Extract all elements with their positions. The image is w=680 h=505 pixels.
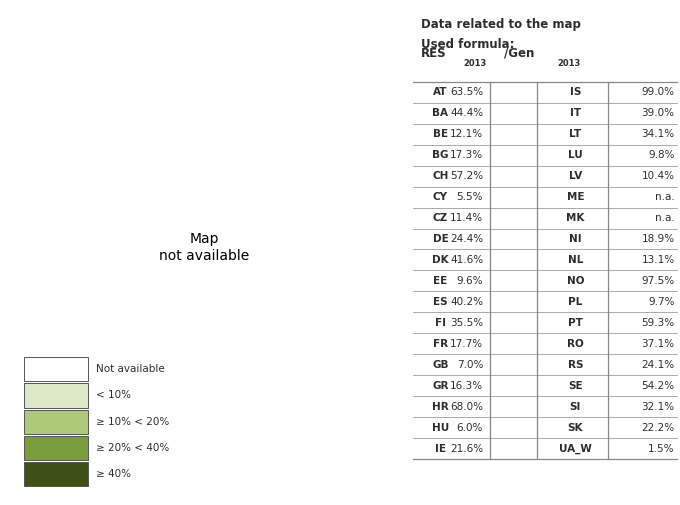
Text: HU: HU [432, 423, 449, 433]
Text: n.a.: n.a. [655, 192, 675, 202]
Text: 24.1%: 24.1% [641, 360, 675, 370]
Text: IE: IE [435, 443, 446, 453]
Text: NI: NI [569, 234, 581, 244]
Text: SK: SK [568, 423, 583, 433]
Text: 18.9%: 18.9% [641, 234, 675, 244]
Text: GB: GB [432, 360, 449, 370]
Text: 32.1%: 32.1% [641, 401, 675, 412]
Text: LT: LT [569, 129, 581, 139]
Text: UA_W: UA_W [559, 443, 592, 453]
Text: 10.4%: 10.4% [641, 171, 675, 181]
Text: 97.5%: 97.5% [641, 276, 675, 286]
Text: HR: HR [432, 401, 449, 412]
Text: BG: BG [432, 150, 449, 160]
Text: 39.0%: 39.0% [641, 108, 675, 118]
Text: 17.7%: 17.7% [450, 339, 483, 349]
Text: 7.0%: 7.0% [457, 360, 483, 370]
Text: RS: RS [568, 360, 583, 370]
Text: 9.8%: 9.8% [648, 150, 675, 160]
Text: PT: PT [568, 318, 583, 328]
Text: 54.2%: 54.2% [641, 381, 675, 391]
Text: BA: BA [432, 108, 448, 118]
Text: BE: BE [433, 129, 448, 139]
Text: 12.1%: 12.1% [450, 129, 483, 139]
Text: NL: NL [568, 255, 583, 265]
Text: 22.2%: 22.2% [641, 423, 675, 433]
Text: ≥ 20% < 40%: ≥ 20% < 40% [96, 443, 169, 453]
Text: 21.6%: 21.6% [450, 443, 483, 453]
Text: 13.1%: 13.1% [641, 255, 675, 265]
Text: SE: SE [568, 381, 583, 391]
Text: 2013: 2013 [464, 59, 487, 68]
Text: 9.7%: 9.7% [648, 297, 675, 307]
Text: 68.0%: 68.0% [450, 401, 483, 412]
Text: LU: LU [568, 150, 583, 160]
Text: MK: MK [566, 213, 585, 223]
Text: 44.4%: 44.4% [450, 108, 483, 118]
Text: DK: DK [432, 255, 449, 265]
Text: IT: IT [570, 108, 581, 118]
Text: ≥ 10% < 20%: ≥ 10% < 20% [96, 417, 169, 427]
Text: 2013: 2013 [558, 59, 581, 68]
Text: 41.6%: 41.6% [450, 255, 483, 265]
Text: 1.5%: 1.5% [648, 443, 675, 453]
Text: 9.6%: 9.6% [456, 276, 483, 286]
Text: IS: IS [570, 87, 581, 97]
Text: 34.1%: 34.1% [641, 129, 675, 139]
Text: ≥ 40%: ≥ 40% [96, 469, 131, 479]
Text: CZ: CZ [432, 213, 448, 223]
Text: 63.5%: 63.5% [450, 87, 483, 97]
Text: FR: FR [433, 339, 448, 349]
Bar [24, 462, 88, 486]
Text: AT: AT [433, 87, 447, 97]
Text: ME: ME [566, 192, 584, 202]
Text: 16.3%: 16.3% [450, 381, 483, 391]
Text: < 10%: < 10% [96, 390, 131, 400]
Text: 57.2%: 57.2% [450, 171, 483, 181]
Text: Map
not available: Map not available [159, 232, 249, 263]
Text: /Gen: /Gen [504, 46, 534, 60]
Text: 24.4%: 24.4% [450, 234, 483, 244]
Text: RO: RO [567, 339, 583, 349]
Text: n.a.: n.a. [655, 213, 675, 223]
Text: 11.4%: 11.4% [450, 213, 483, 223]
Text: 59.3%: 59.3% [641, 318, 675, 328]
Text: Data related to the map: Data related to the map [421, 18, 581, 31]
Bar [24, 436, 88, 460]
Text: 40.2%: 40.2% [450, 297, 483, 307]
Bar [24, 410, 88, 434]
Text: RES: RES [421, 46, 447, 60]
Bar [24, 383, 88, 408]
Text: Not available: Not available [96, 364, 165, 374]
Text: 99.0%: 99.0% [641, 87, 675, 97]
Text: 5.5%: 5.5% [456, 192, 483, 202]
Text: EE: EE [433, 276, 447, 286]
Text: GR: GR [432, 381, 449, 391]
Text: NO: NO [566, 276, 584, 286]
Text: ES: ES [433, 297, 447, 307]
Text: SI: SI [570, 401, 581, 412]
Text: 6.0%: 6.0% [457, 423, 483, 433]
Text: FI: FI [435, 318, 446, 328]
Text: 35.5%: 35.5% [450, 318, 483, 328]
Text: Used formula:: Used formula: [421, 38, 515, 51]
Text: 37.1%: 37.1% [641, 339, 675, 349]
Text: 17.3%: 17.3% [450, 150, 483, 160]
Text: DE: DE [432, 234, 448, 244]
Text: CY: CY [433, 192, 448, 202]
Text: CH: CH [432, 171, 449, 181]
Bar [24, 357, 88, 381]
Text: PL: PL [568, 297, 583, 307]
Text: LV: LV [568, 171, 582, 181]
